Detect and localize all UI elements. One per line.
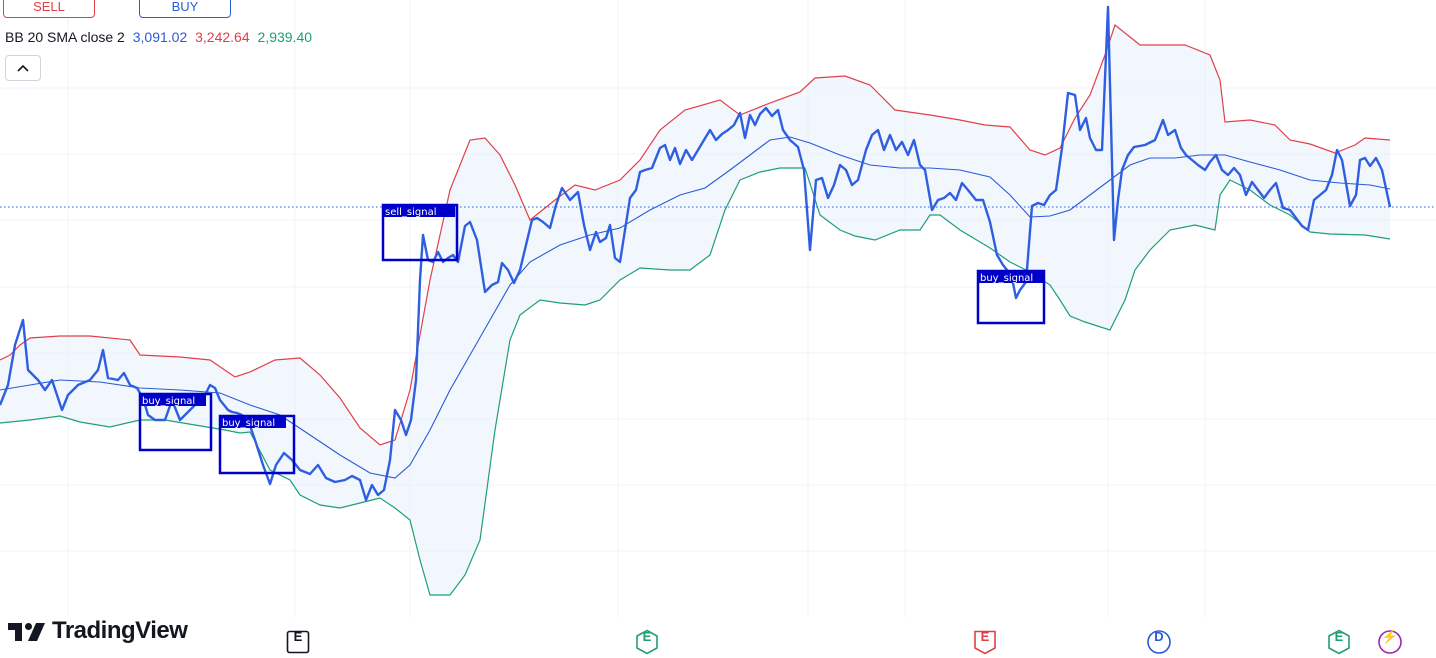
signal-label: buy_signal [980, 273, 1033, 284]
legend-lower-value: 2,939.40 [257, 29, 313, 45]
earnings-marker-label: E [980, 629, 990, 644]
signal-label-background [140, 394, 206, 406]
earnings-marker-label: E [642, 629, 652, 644]
news-marker[interactable]: ⚡ [1377, 629, 1403, 655]
signal-label-background [220, 416, 286, 428]
buy-signal-annotation: buy_signal [976, 269, 1046, 325]
earnings-icon [636, 629, 658, 655]
signal-annotations: buy_signal buy_signal sell_signal buy_signa… [138, 203, 1046, 475]
earnings-marker-1[interactable]: E [285, 629, 311, 655]
signal-label: sell_signal [385, 207, 437, 218]
sell-button[interactable]: SELL [3, 0, 95, 18]
earnings-marker-label: E [293, 629, 303, 644]
earnings-marker-3[interactable]: E [972, 629, 998, 655]
signal-label-background [383, 205, 456, 217]
indicator-title[interactable]: BB 20 SMA close 2 [5, 29, 125, 45]
earnings-marker-4[interactable]: E [1326, 629, 1352, 655]
collapse-legend-button[interactable] [5, 55, 41, 81]
lightning-icon [1378, 630, 1402, 654]
buy-signal-annotation: buy_signal [138, 392, 213, 452]
signal-label-background [978, 271, 1044, 283]
earnings-marker-label: E [1334, 629, 1344, 644]
legend-basis-value: 3,091.02 [132, 29, 188, 45]
dividend-marker-label: D [1154, 629, 1164, 644]
bollinger-band-fill [0, 25, 1390, 595]
tradingview-logo-icon [8, 623, 45, 641]
indicator-legend: BB 20 SMA close 2 3,091.02 3,242.64 2,93… [5, 29, 316, 45]
earnings-icon [286, 630, 310, 654]
earnings-marker-2[interactable]: E [634, 629, 660, 655]
buy-button[interactable]: BUY [139, 0, 231, 18]
price-line [0, 5, 1392, 502]
dividend-icon [1147, 630, 1171, 654]
signal-label: buy_signal [142, 396, 195, 407]
legend-upper-value: 3,242.64 [195, 29, 250, 45]
buy-signal-annotation: buy_signal [218, 414, 296, 475]
bollinger-basis-line [0, 136, 1391, 479]
earnings-icon [974, 630, 996, 655]
chevron-up-icon [17, 64, 29, 72]
news-marker-label: ⚡ [1381, 629, 1399, 644]
earnings-icon [1328, 629, 1350, 655]
signal-label: buy_signal [222, 418, 275, 429]
sell-signal-annotation: sell_signal [381, 203, 459, 262]
dividend-marker[interactable]: D [1146, 629, 1172, 655]
bollinger-upper-band [0, 23, 1391, 446]
tradingview-logo-text: TradingView [52, 617, 188, 644]
tradingview-logo[interactable]: TradingView [8, 617, 188, 645]
